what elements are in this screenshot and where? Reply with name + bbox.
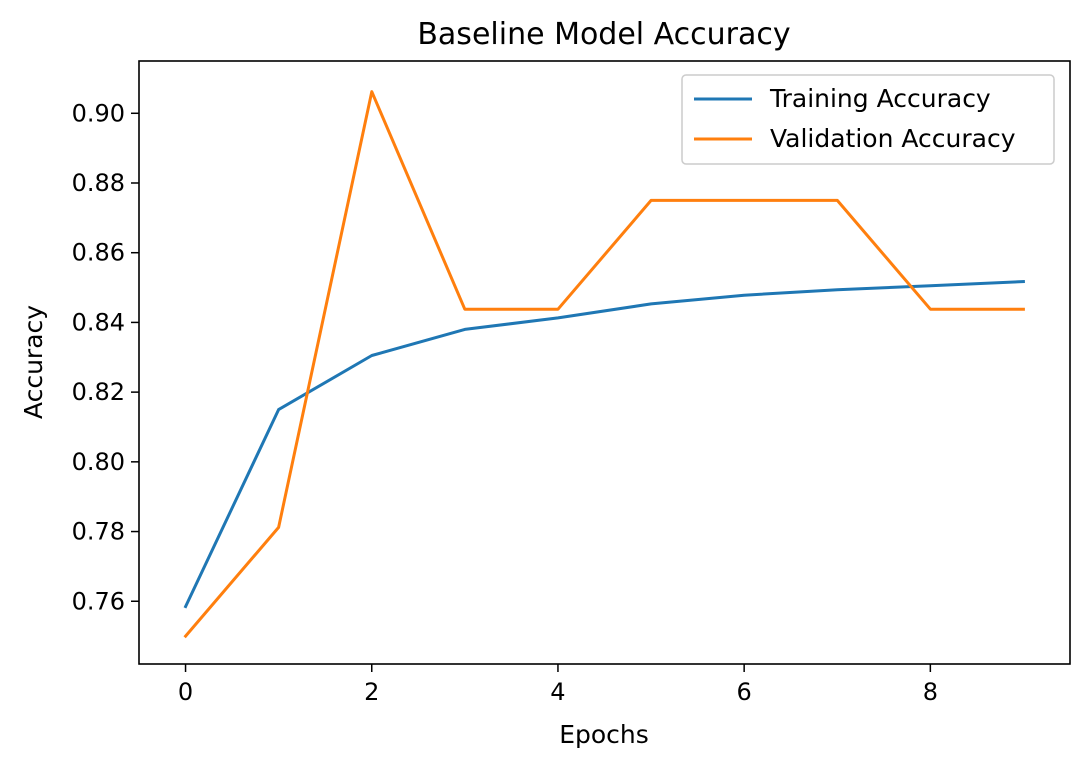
y-tick-label: 0.88 <box>72 169 125 197</box>
chart-title: Baseline Model Accuracy <box>417 17 790 52</box>
x-tick-label: 8 <box>923 678 938 706</box>
x-tick-label: 0 <box>178 678 193 706</box>
y-axis: 0.76 0.78 0.80 0.82 0.84 0.86 0.88 0.90 <box>72 99 139 615</box>
x-tick-label: 4 <box>550 678 565 706</box>
legend-box <box>681 74 1055 165</box>
y-tick-label: 0.78 <box>72 518 125 546</box>
x-tick-label: 2 <box>364 678 379 706</box>
y-tick-label: 0.90 <box>72 99 125 127</box>
legend-label-training: Training Accuracy <box>769 84 991 113</box>
y-tick-label: 0.84 <box>72 308 125 336</box>
y-tick-label: 0.76 <box>72 587 125 615</box>
x-axis: 0 2 4 6 8 <box>178 664 938 706</box>
y-tick-label: 0.86 <box>72 239 125 267</box>
series-line-validation <box>183 90 1025 639</box>
y-tick-label: 0.82 <box>72 378 125 406</box>
series-line-training <box>183 280 1025 609</box>
x-axis-label: Epochs <box>559 720 649 749</box>
plot-area-frame <box>138 60 1071 665</box>
y-axis-label: Accuracy <box>19 305 48 419</box>
legend: Training Accuracy Validation Accuracy <box>681 74 1055 165</box>
series-lines <box>183 90 1025 639</box>
x-tick-label: 6 <box>737 678 752 706</box>
legend-label-validation: Validation Accuracy <box>770 124 1016 153</box>
y-tick-label: 0.80 <box>72 448 125 476</box>
